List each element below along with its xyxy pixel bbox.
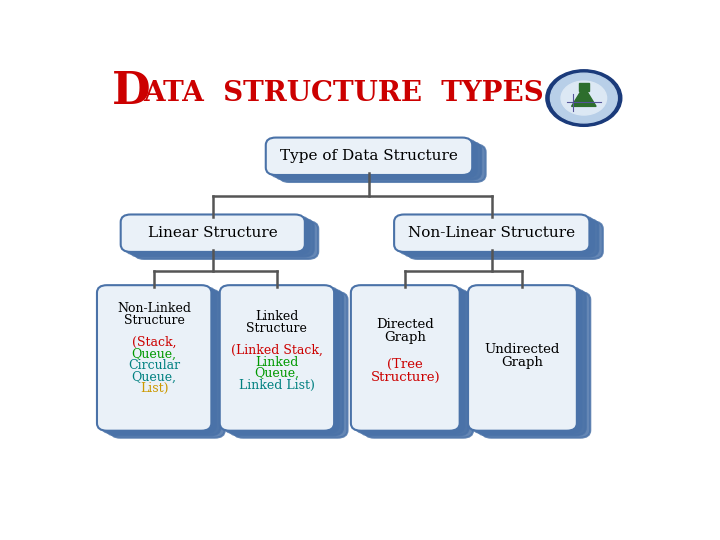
FancyBboxPatch shape [121, 214, 305, 252]
Text: Linear Structure: Linear Structure [148, 226, 278, 240]
Text: Structure): Structure) [371, 372, 440, 384]
Text: Linked: Linked [256, 356, 299, 369]
FancyBboxPatch shape [224, 287, 338, 433]
FancyBboxPatch shape [394, 214, 590, 252]
FancyBboxPatch shape [399, 217, 594, 254]
Text: Directed: Directed [377, 318, 434, 331]
Text: Graph: Graph [502, 356, 544, 369]
FancyBboxPatch shape [408, 221, 603, 259]
FancyBboxPatch shape [270, 140, 477, 177]
FancyBboxPatch shape [279, 145, 485, 182]
FancyBboxPatch shape [360, 290, 469, 435]
Text: Circular: Circular [128, 359, 180, 372]
Text: Undirected: Undirected [485, 343, 560, 356]
Text: Queue,: Queue, [254, 367, 300, 380]
Text: Structure: Structure [246, 322, 307, 335]
FancyBboxPatch shape [351, 285, 459, 431]
Circle shape [550, 73, 617, 123]
Text: Type of Data Structure: Type of Data Structure [280, 149, 458, 163]
Text: Queue,: Queue, [132, 370, 176, 383]
FancyBboxPatch shape [102, 287, 216, 433]
FancyBboxPatch shape [266, 138, 472, 175]
FancyBboxPatch shape [364, 292, 473, 438]
Text: D: D [112, 70, 151, 113]
Text: Non-Linear Structure: Non-Linear Structure [408, 226, 575, 240]
Text: Queue,: Queue, [132, 347, 176, 360]
FancyBboxPatch shape [482, 292, 590, 438]
FancyBboxPatch shape [468, 285, 577, 431]
Polygon shape [572, 86, 596, 106]
Text: Linked List): Linked List) [239, 379, 315, 392]
FancyBboxPatch shape [477, 290, 586, 435]
FancyBboxPatch shape [97, 285, 212, 431]
Text: (Linked Stack,: (Linked Stack, [231, 344, 323, 357]
FancyBboxPatch shape [356, 287, 464, 433]
Text: Non-Linked: Non-Linked [117, 301, 192, 314]
Polygon shape [579, 83, 589, 91]
Text: Linked: Linked [256, 310, 299, 323]
Text: ATA  STRUCTURE  TYPES: ATA STRUCTURE TYPES [143, 80, 544, 107]
FancyBboxPatch shape [106, 290, 220, 435]
Text: Graph: Graph [384, 330, 426, 343]
FancyBboxPatch shape [134, 221, 318, 259]
Text: (Stack,: (Stack, [132, 336, 176, 349]
Text: List): List) [140, 382, 168, 395]
FancyBboxPatch shape [403, 219, 598, 256]
FancyBboxPatch shape [472, 287, 581, 433]
FancyBboxPatch shape [220, 285, 334, 431]
FancyBboxPatch shape [233, 292, 348, 438]
FancyBboxPatch shape [125, 217, 310, 254]
FancyBboxPatch shape [110, 292, 225, 438]
FancyBboxPatch shape [130, 219, 314, 256]
Text: (Tree: (Tree [387, 357, 423, 370]
Text: Structure: Structure [124, 314, 184, 327]
FancyBboxPatch shape [229, 290, 343, 435]
FancyBboxPatch shape [275, 142, 481, 180]
Circle shape [546, 70, 622, 126]
Circle shape [561, 81, 606, 115]
